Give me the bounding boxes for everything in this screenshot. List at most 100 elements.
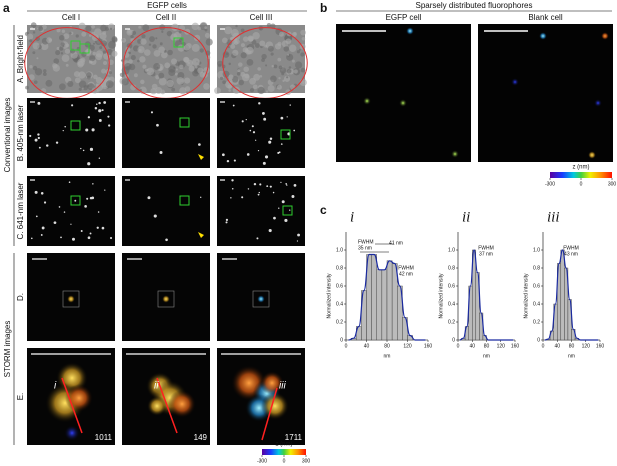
texture <box>53 58 60 64</box>
spot <box>153 214 157 218</box>
texture <box>159 42 163 46</box>
texture <box>264 44 268 48</box>
texture <box>228 89 231 92</box>
texture <box>171 23 179 32</box>
micrograph <box>336 24 471 162</box>
texture <box>78 71 86 79</box>
texture <box>278 65 283 70</box>
texture <box>138 25 142 29</box>
colorbar-tick-label: 300 <box>302 458 311 464</box>
roi-box <box>62 290 80 308</box>
spot <box>289 209 291 211</box>
spot <box>363 97 371 105</box>
annotation: 41 nm <box>389 240 403 246</box>
texture <box>178 30 182 34</box>
texture <box>301 36 306 41</box>
texture <box>287 53 290 56</box>
y-tick-label: 0.8 <box>533 265 540 271</box>
annotation: 37 nm <box>479 251 493 257</box>
spot <box>263 117 267 121</box>
spot <box>233 159 236 162</box>
texture <box>103 60 108 66</box>
texture <box>158 77 167 86</box>
spot <box>293 129 296 132</box>
blob <box>168 390 196 418</box>
y-tick-label: 0.6 <box>448 283 455 289</box>
spot <box>251 125 254 128</box>
y-axis-label: Normalized intensity <box>438 273 444 319</box>
colorbar-tick-label: 300 <box>608 181 617 187</box>
spot <box>37 136 40 140</box>
spot <box>296 240 299 242</box>
spot <box>200 196 202 198</box>
texture <box>69 32 72 35</box>
column-header: Cell II <box>156 13 176 22</box>
blob <box>147 396 167 416</box>
texture <box>155 75 160 80</box>
texture <box>137 59 140 63</box>
spot <box>98 119 102 122</box>
texture <box>56 46 60 51</box>
spot <box>399 99 407 107</box>
spot <box>272 191 275 194</box>
texture <box>141 34 146 39</box>
y-tick-label: 1.0 <box>533 247 540 253</box>
texture <box>270 75 277 83</box>
texture <box>257 67 261 71</box>
spot <box>232 104 235 107</box>
x-tick-label: 80 <box>569 343 575 349</box>
texture <box>246 58 254 66</box>
texture <box>120 59 124 62</box>
spot <box>37 101 41 105</box>
texture <box>95 53 103 61</box>
spot <box>70 223 72 225</box>
texture <box>236 71 241 76</box>
texture <box>121 37 127 43</box>
colorbar-tick-label: -300 <box>545 181 555 187</box>
texture <box>131 30 137 36</box>
profile-line <box>156 377 178 434</box>
texture <box>146 67 155 76</box>
texture <box>184 77 191 84</box>
spot <box>258 102 261 105</box>
texture <box>288 44 297 52</box>
arrowhead <box>198 232 204 238</box>
texture <box>130 84 137 91</box>
texture <box>271 64 275 68</box>
texture <box>140 38 147 45</box>
x-tick-label: 40 <box>554 343 560 349</box>
annotation: FWHM <box>398 265 414 271</box>
texture <box>119 72 125 78</box>
texture <box>270 52 274 56</box>
colorbar <box>550 172 612 178</box>
texture <box>46 37 52 44</box>
texture <box>166 79 174 88</box>
texture <box>230 44 236 49</box>
texture <box>242 36 249 42</box>
row-label: A. Bright-field <box>16 35 25 83</box>
spot <box>259 183 262 186</box>
texture <box>42 72 47 77</box>
annotation: 42 nm <box>399 271 413 277</box>
spot <box>64 126 66 128</box>
spot <box>40 234 43 236</box>
texture <box>99 32 107 40</box>
spot <box>262 112 265 115</box>
texture <box>34 68 43 76</box>
texture <box>105 80 114 89</box>
texture <box>81 51 87 57</box>
y-tick-label: 0.8 <box>336 265 343 271</box>
texture <box>42 24 47 30</box>
blob <box>64 425 80 441</box>
spot <box>147 196 151 200</box>
spot <box>225 218 229 221</box>
blob <box>67 295 75 303</box>
micrograph <box>27 98 115 168</box>
texture <box>300 52 305 57</box>
x-tick-label: 160 <box>424 343 433 349</box>
texture <box>108 23 115 31</box>
x-tick-label: 120 <box>403 343 412 349</box>
texture <box>204 26 208 30</box>
spot <box>253 182 257 186</box>
texture <box>85 25 92 32</box>
